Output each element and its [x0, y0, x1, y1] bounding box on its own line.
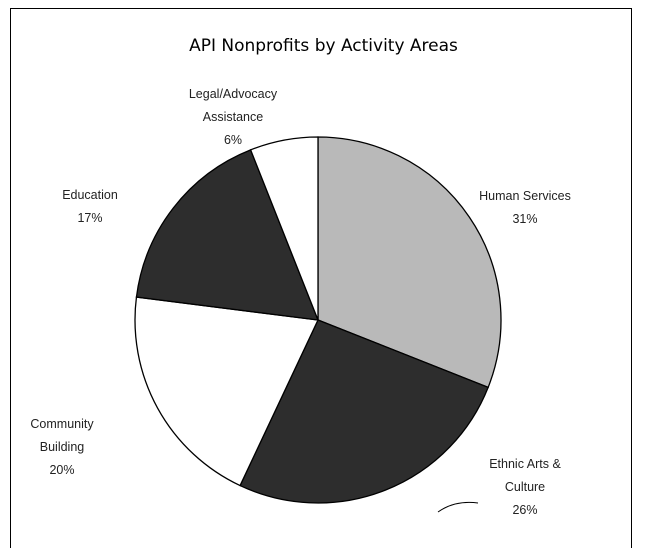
- slice-label: Community Building: [30, 417, 94, 454]
- slice-label: Human Services: [479, 189, 571, 203]
- slice-label: Education: [62, 188, 118, 202]
- pie-slice: [249, 136, 319, 321]
- pie-slice: [317, 136, 502, 389]
- leader-line: [437, 501, 479, 513]
- pie-slice: [239, 319, 489, 504]
- slice-percent: 17%: [77, 211, 103, 225]
- slice-percent: 20%: [49, 463, 75, 477]
- pie-slice: [135, 149, 320, 321]
- slice-percent: 26%: [512, 503, 538, 517]
- pie-slice: [134, 296, 319, 487]
- slice-percent: 31%: [512, 212, 538, 226]
- chart-title: API Nonprofits by Activity Areas: [189, 36, 458, 56]
- slice-label: Legal/Advocacy Assistance: [188, 87, 278, 124]
- slice-label: Ethnic Arts & Culture: [489, 457, 561, 494]
- slice-percent: 6%: [223, 133, 243, 147]
- frame: [10, 8, 632, 548]
